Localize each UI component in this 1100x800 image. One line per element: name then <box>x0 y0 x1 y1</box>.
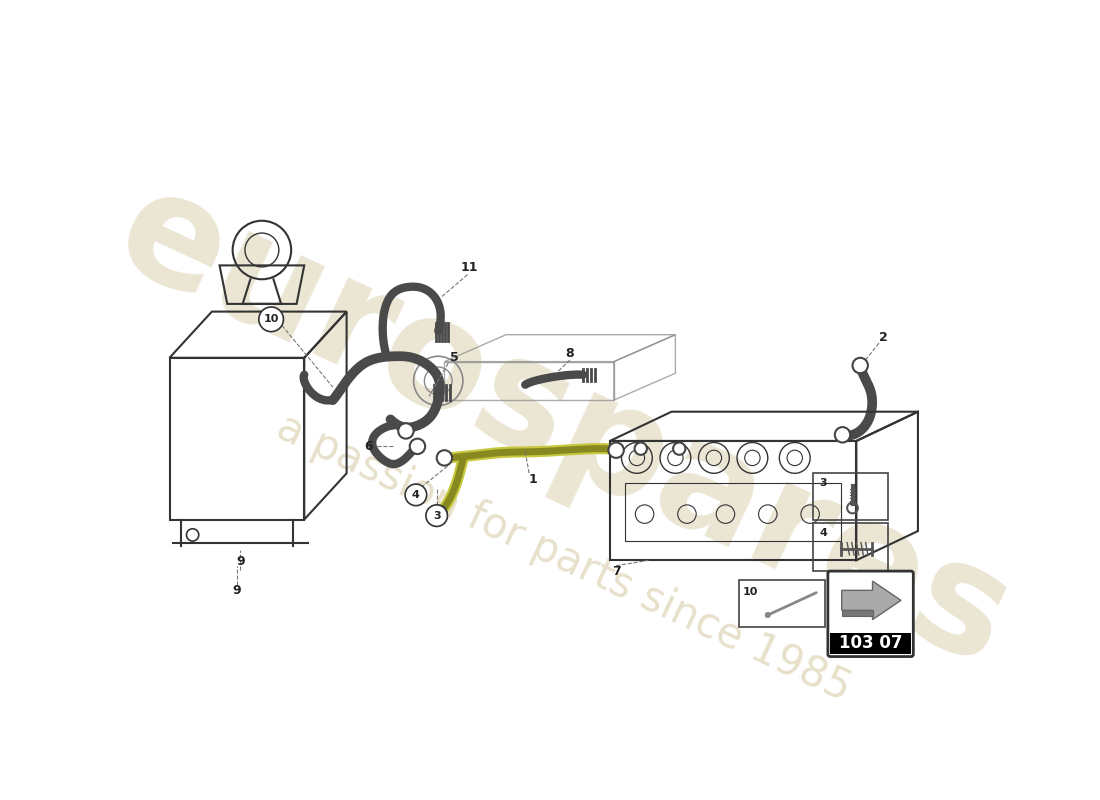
Circle shape <box>431 506 447 521</box>
Circle shape <box>766 613 770 618</box>
Circle shape <box>398 423 414 438</box>
FancyBboxPatch shape <box>828 571 913 657</box>
Circle shape <box>409 438 425 454</box>
Circle shape <box>635 442 647 455</box>
Text: 8: 8 <box>565 347 574 361</box>
Text: eurospares: eurospares <box>95 155 1033 698</box>
Circle shape <box>852 358 868 373</box>
Text: 2: 2 <box>879 330 888 343</box>
Text: 1: 1 <box>529 473 537 486</box>
Text: 4: 4 <box>820 528 827 538</box>
Text: 10: 10 <box>744 587 759 597</box>
Text: 9: 9 <box>232 584 241 597</box>
Circle shape <box>608 442 624 458</box>
Text: 3: 3 <box>820 478 827 487</box>
Text: 3: 3 <box>433 510 440 521</box>
Text: a passion for parts since 1985: a passion for parts since 1985 <box>270 406 858 710</box>
Text: 9: 9 <box>236 555 244 568</box>
Text: 11: 11 <box>461 262 478 274</box>
Circle shape <box>405 484 427 506</box>
Text: 5: 5 <box>450 351 459 364</box>
Text: 7: 7 <box>612 566 620 578</box>
Text: 4: 4 <box>412 490 420 500</box>
Circle shape <box>258 307 284 332</box>
Text: 10: 10 <box>264 314 278 324</box>
Circle shape <box>437 450 452 466</box>
Text: 103 07: 103 07 <box>839 634 902 653</box>
Circle shape <box>835 427 850 442</box>
Circle shape <box>673 442 685 455</box>
FancyBboxPatch shape <box>830 633 911 654</box>
Circle shape <box>426 505 448 526</box>
Polygon shape <box>842 610 872 616</box>
Text: 6: 6 <box>364 440 373 453</box>
Polygon shape <box>842 581 901 619</box>
